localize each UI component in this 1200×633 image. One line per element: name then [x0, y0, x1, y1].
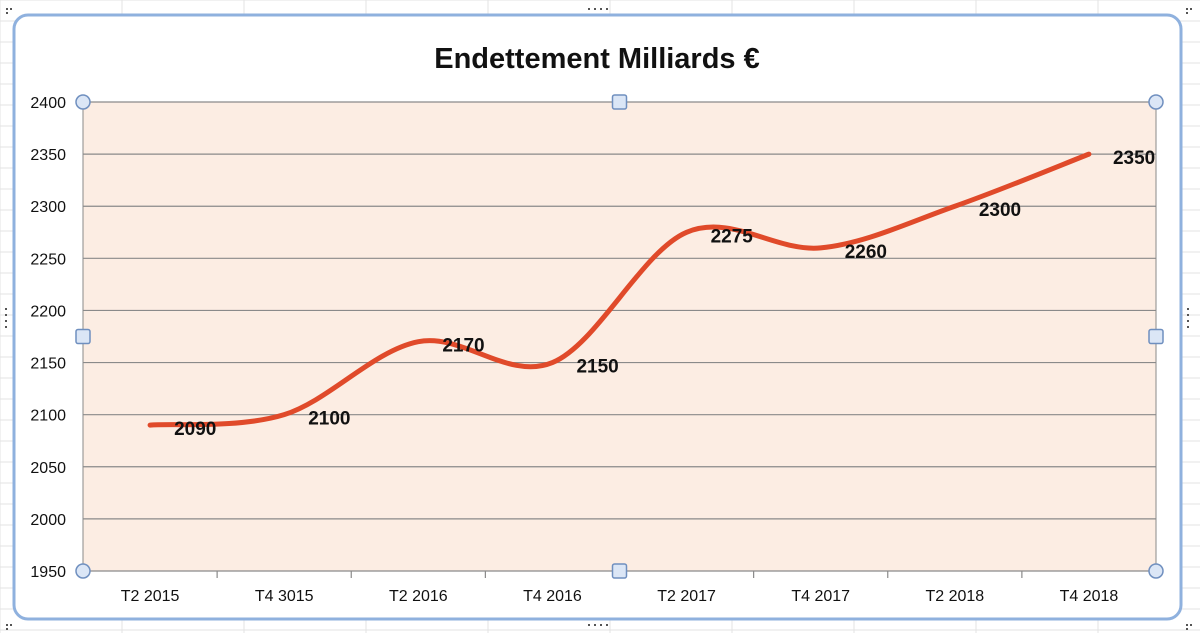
x-tick-label: T2 2018 [925, 588, 984, 605]
y-tick-label: 1950 [30, 564, 66, 581]
data-label: 2170 [442, 336, 484, 357]
series-line[interactable] [147, 151, 1092, 428]
y-tick-label: 2300 [30, 199, 66, 216]
grip-dots-icon[interactable] [588, 8, 608, 10]
resize-handle-circle-icon[interactable] [1148, 94, 1164, 110]
frame-corner-grip-icon[interactable] [1186, 8, 1192, 14]
data-labels: 2090 2100 2170 2150 2275 2260 2300 2350 [174, 148, 1155, 440]
chart-title: Endettement Milliards € [434, 43, 760, 75]
y-tick-label: 2250 [30, 251, 66, 268]
grip-dots-icon[interactable] [1187, 308, 1189, 328]
y-axis-tick-labels: 1950 2000 2050 2100 2150 2200 2250 2300 2350 2400 [30, 95, 66, 581]
resize-handle-square-icon[interactable] [75, 328, 91, 345]
x-tick-label: T2 2015 [121, 588, 180, 605]
y-tick-label: 2050 [30, 460, 66, 477]
resize-handle-circle-icon[interactable] [75, 94, 91, 110]
x-tick-label: T2 2017 [657, 588, 716, 605]
y-tick-label: 2350 [30, 147, 66, 164]
data-label: 2275 [711, 226, 754, 247]
grip-dots-icon[interactable] [5, 308, 7, 328]
resize-handle-square-icon[interactable] [1148, 328, 1164, 345]
frame-grips [5, 8, 1192, 630]
frame-corner-grip-icon[interactable] [6, 624, 12, 630]
x-tick-label: T4 2018 [1060, 588, 1119, 605]
resize-handle-square-icon[interactable] [611, 563, 628, 579]
y-tick-label: 2200 [30, 303, 66, 320]
data-label: 2260 [845, 242, 887, 263]
data-label: 2300 [979, 200, 1021, 221]
x-axis-tick-labels: T2 2015 T4 3015 T2 2016 T4 2016 T2 2017 T4 20… [121, 588, 1119, 605]
frame-corner-grip-icon[interactable] [6, 8, 12, 14]
y-tick-label: 2400 [30, 95, 66, 112]
resize-handle-square-icon[interactable] [611, 94, 628, 110]
y-tick-label: 2150 [30, 356, 66, 373]
plot-area[interactable] [82, 101, 1157, 572]
resize-handle-circle-icon[interactable] [1148, 563, 1164, 579]
gridlines [83, 101, 1156, 572]
x-tick-label: T4 3015 [255, 588, 314, 605]
data-label: 2100 [308, 409, 350, 430]
data-label: 2150 [576, 357, 618, 378]
y-tick-label: 2000 [30, 512, 66, 529]
selection-handles [75, 94, 1164, 579]
grip-dots-icon[interactable] [588, 624, 608, 626]
y-tick-label: 2100 [30, 408, 66, 425]
x-tick-label: T4 2017 [791, 588, 850, 605]
x-tick-label: T2 2016 [389, 588, 448, 605]
frame-corner-grip-icon[interactable] [1186, 624, 1192, 630]
x-tick-label: T4 2016 [523, 588, 582, 605]
data-label: 2350 [1113, 148, 1155, 169]
resize-handle-circle-icon[interactable] [75, 563, 91, 579]
data-label: 2090 [174, 419, 216, 440]
